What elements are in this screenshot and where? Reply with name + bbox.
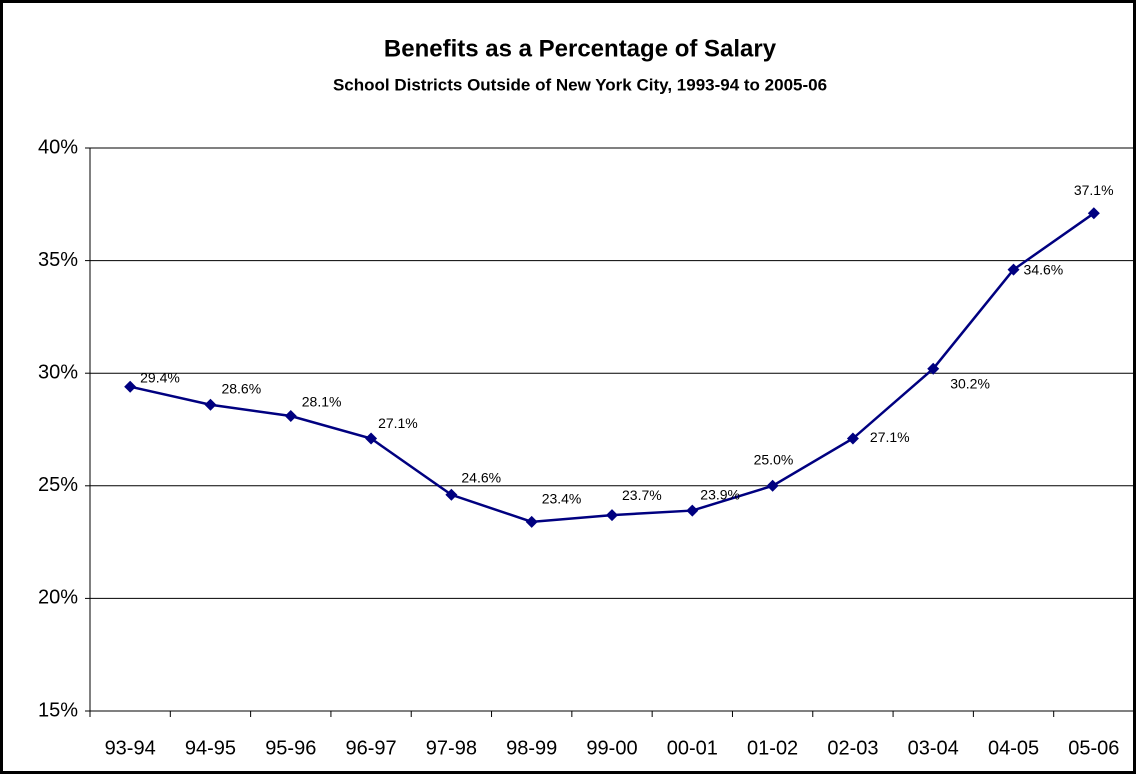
marker <box>927 362 940 375</box>
data-label: 27.1% <box>870 429 910 445</box>
chart-subtitle: School Districts Outside of New York Cit… <box>333 75 827 94</box>
marker <box>365 432 378 445</box>
data-label: 34.6% <box>1024 261 1064 277</box>
marker <box>1087 207 1100 220</box>
marker <box>445 488 458 501</box>
y-tick-label: 30% <box>38 361 78 383</box>
x-tick-label: 99-00 <box>586 737 637 759</box>
marker <box>124 380 137 393</box>
y-tick-label: 40% <box>38 136 78 158</box>
marker <box>606 509 618 522</box>
chart-title: Benefits as a Percentage of Salary <box>384 35 777 62</box>
marker <box>846 432 859 445</box>
marker <box>204 398 217 411</box>
marker <box>284 409 297 422</box>
y-tick-label: 15% <box>38 699 78 721</box>
data-label: 23.7% <box>622 487 662 503</box>
x-tick-label: 02-03 <box>827 737 878 759</box>
data-label: 28.6% <box>221 380 261 396</box>
x-tick-label: 01-02 <box>747 737 798 759</box>
x-tick-label: 98-99 <box>506 737 557 759</box>
x-tick-label: 05-06 <box>1068 737 1119 759</box>
marker <box>1007 263 1020 276</box>
x-tick-label: 03-04 <box>908 737 959 759</box>
data-label: 27.1% <box>378 415 418 431</box>
y-tick-label: 25% <box>38 474 78 496</box>
data-label: 28.1% <box>302 394 342 410</box>
x-tick-label: 93-94 <box>105 737 156 759</box>
y-tick-label: 20% <box>38 587 78 609</box>
x-tick-label: 95-96 <box>265 737 316 759</box>
x-tick-label: 94-95 <box>185 737 236 759</box>
y-tick-label: 35% <box>38 249 78 271</box>
marker <box>686 504 699 517</box>
data-label: 30.2% <box>950 375 990 391</box>
data-label: 23.4% <box>542 491 582 507</box>
data-label: 29.4% <box>140 369 180 385</box>
marker <box>766 479 779 492</box>
x-tick-label: 97-98 <box>426 737 477 759</box>
x-tick-label: 00-01 <box>667 737 718 759</box>
data-label: 37.1% <box>1074 182 1114 198</box>
data-label: 25.0% <box>754 452 794 468</box>
x-tick-label: 04-05 <box>988 737 1039 759</box>
marker <box>525 515 538 528</box>
data-label: 23.9% <box>700 486 740 502</box>
x-tick-label: 96-97 <box>345 737 396 759</box>
data-label: 24.6% <box>461 470 501 486</box>
